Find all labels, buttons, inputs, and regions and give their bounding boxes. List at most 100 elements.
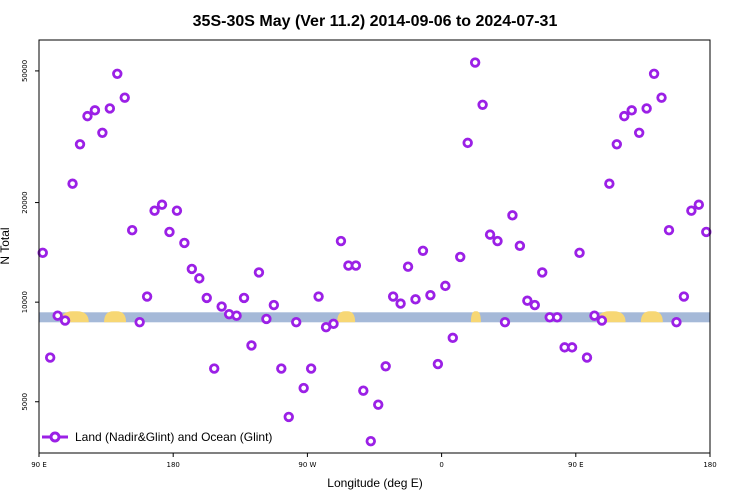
chart-title: 35S-30S May (Ver 11.2) 2014-09-06 to 202… — [193, 13, 558, 30]
data-point — [596, 315, 608, 326]
data-point — [686, 205, 697, 216]
land-ocean-band — [39, 311, 710, 323]
data-point — [380, 361, 391, 372]
data-point — [484, 229, 496, 240]
x-tick-label: 90 W — [298, 461, 316, 469]
data-point — [156, 199, 168, 210]
data-points — [37, 57, 712, 447]
data-point — [648, 68, 660, 80]
data-point — [141, 291, 153, 302]
data-point — [373, 399, 384, 410]
data-point — [387, 291, 399, 302]
data-point — [201, 292, 212, 304]
data-point — [529, 299, 540, 311]
ocean-band — [39, 312, 710, 323]
data-point — [231, 310, 242, 321]
data-point — [134, 316, 145, 328]
data-point — [432, 358, 444, 370]
land-south-america — [337, 311, 356, 323]
data-point — [305, 363, 317, 374]
data-point — [164, 226, 175, 238]
data-point — [574, 247, 585, 258]
data-point — [537, 267, 548, 278]
data-point — [179, 237, 190, 249]
data-point — [410, 294, 421, 305]
x-axis: 90 E 180 90 W 0 90 E 180 — [31, 453, 717, 469]
plot-frame — [38, 39, 711, 454]
y-axis-title: N Total — [0, 227, 12, 264]
data-point — [477, 99, 488, 110]
land-australia-east — [104, 311, 127, 323]
data-point — [104, 103, 116, 114]
y-tick-label: 10000 — [21, 291, 29, 313]
data-point — [589, 310, 600, 321]
data-point — [89, 105, 101, 116]
land-africa — [470, 311, 481, 323]
data-point — [67, 178, 78, 189]
data-point — [194, 273, 205, 284]
data-point — [462, 137, 473, 149]
data-point — [619, 110, 630, 122]
data-point — [581, 352, 593, 363]
data-point — [261, 313, 272, 325]
data-point — [37, 247, 48, 258]
data-point — [216, 301, 227, 312]
x-tick-label: 180 — [703, 461, 716, 469]
data-point — [417, 245, 429, 256]
data-point — [633, 127, 645, 139]
data-point — [440, 280, 451, 292]
data-point — [186, 263, 198, 275]
x-tick-label: 180 — [167, 461, 180, 469]
data-point — [126, 225, 138, 236]
data-point — [119, 92, 130, 103]
data-point — [350, 260, 362, 271]
data-point — [328, 318, 339, 330]
data-point — [97, 127, 108, 139]
data-point — [44, 352, 56, 363]
data-point — [626, 105, 637, 116]
data-point — [112, 68, 123, 80]
legend-marker — [49, 431, 61, 443]
data-point — [551, 312, 563, 323]
data-point — [522, 295, 533, 306]
data-point — [499, 316, 511, 328]
data-point — [74, 139, 86, 150]
y-axis: 5000 10000 20000 50000 — [21, 60, 39, 411]
data-point — [663, 225, 675, 236]
legend-label: Land (Nadir&Glint) and Ocean (Glint) — [75, 430, 272, 444]
data-point — [238, 292, 250, 304]
data-point — [253, 267, 265, 278]
data-point — [492, 235, 503, 247]
data-point — [566, 342, 578, 353]
legend: Land (Nadir&Glint) and Ocean (Glint) — [42, 430, 272, 444]
data-point — [671, 316, 682, 328]
y-tick-label: 50000 — [21, 60, 29, 82]
x-tick-label: 90 E — [568, 461, 584, 469]
data-point — [358, 385, 369, 396]
data-point — [395, 298, 406, 309]
data-point — [276, 363, 287, 374]
data-point — [171, 205, 183, 216]
data-point — [604, 178, 615, 189]
data-point — [641, 103, 652, 114]
data-point — [246, 340, 257, 351]
data-point — [291, 316, 302, 328]
data-point — [455, 251, 466, 263]
data-point — [283, 411, 294, 423]
data-point — [425, 289, 436, 301]
data-point — [298, 382, 309, 394]
data-point — [656, 92, 667, 103]
data-point — [469, 57, 481, 68]
data-point — [402, 261, 414, 272]
data-point — [82, 110, 93, 122]
data-point — [365, 435, 376, 447]
data-point — [268, 299, 280, 311]
data-point — [59, 315, 71, 326]
x-axis-title: Longitude (deg E) — [327, 476, 422, 490]
data-point — [514, 240, 526, 252]
data-point — [149, 205, 160, 216]
data-point — [701, 226, 712, 238]
data-point — [693, 199, 705, 210]
data-point — [611, 139, 623, 150]
